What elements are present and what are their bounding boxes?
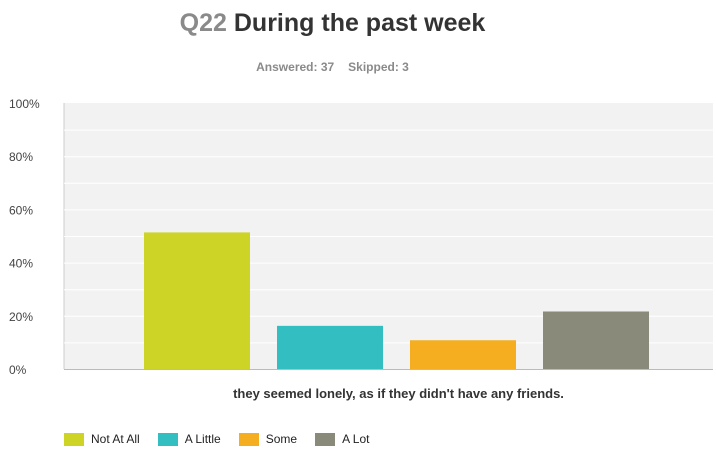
legend-item[interactable]: Some — [238, 432, 298, 446]
answered-count: Answered: 37 — [256, 60, 335, 74]
legend-item[interactable]: Not At All — [64, 432, 140, 446]
y-tick-label: 60% — [9, 203, 33, 217]
legend-item[interactable]: A Little — [157, 432, 221, 446]
y-tick-label: 0% — [9, 363, 27, 377]
x-category-label: they seemed lonely, as if they didn't ha… — [233, 386, 564, 401]
legend-swatch — [64, 432, 84, 446]
question-number: Q22 — [179, 9, 227, 37]
legend-label: A Lot — [342, 432, 370, 446]
y-tick-label: 20% — [9, 310, 33, 324]
legend-label: Some — [265, 432, 298, 446]
response-stats: Answered: 37 Skipped: 3 — [0, 60, 665, 74]
y-tick-label: 80% — [9, 150, 33, 164]
legend-label: A Little — [184, 432, 221, 446]
y-tick-label: 40% — [9, 257, 33, 271]
legend-swatch — [238, 432, 259, 446]
legend-label: Not At All — [91, 432, 140, 446]
bar-some[interactable] — [410, 340, 516, 369]
bar-a-lot[interactable] — [543, 311, 649, 369]
bar-not-at-all[interactable] — [144, 232, 250, 369]
y-tick-label: 100% — [9, 97, 40, 111]
chart-title: Q22 During the past week — [0, 9, 665, 38]
legend-item[interactable]: A Lot — [315, 432, 369, 446]
chart-legend: Not At All A Little Some A Lot — [64, 432, 387, 446]
bar-a-little[interactable] — [277, 325, 383, 369]
legend-swatch — [315, 432, 336, 446]
question-text: During the past week — [233, 9, 486, 37]
skipped-count: Skipped: 3 — [348, 60, 409, 74]
legend-swatch — [157, 432, 178, 446]
